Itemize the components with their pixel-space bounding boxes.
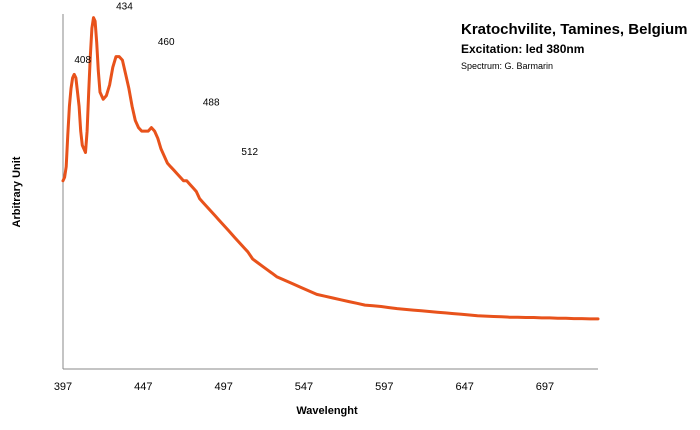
x-tick-label: 647: [455, 381, 473, 393]
peak-label: 512: [241, 147, 258, 158]
y-axis-title: Arbitrary Unit: [11, 156, 23, 227]
chart-credit: Spectrum: G. Barmarin: [461, 61, 553, 71]
title-block: Kratochvilite, Tamines, Belgium Excitati…: [461, 21, 687, 71]
x-tick-label: 447: [134, 381, 152, 393]
spectrum-series-line: [61, 16, 600, 321]
x-tick-label: 697: [536, 381, 554, 393]
chart-title: Kratochvilite, Tamines, Belgium: [461, 21, 687, 38]
x-axis-ticks: 397 447 497 547 597 647 697: [54, 381, 554, 393]
peak-label: 434: [116, 2, 133, 13]
chart-subtitle: Excitation: led 380nm: [461, 42, 584, 56]
peak-labels: 408 434 460 488 512: [74, 2, 258, 159]
x-tick-label: 397: [54, 381, 72, 393]
peak-label: 488: [203, 97, 220, 108]
x-tick-label: 547: [295, 381, 313, 393]
x-tick-label: 497: [214, 381, 232, 393]
peak-label: 408: [74, 55, 91, 66]
x-tick-label: 597: [375, 381, 393, 393]
peak-label: 460: [158, 37, 175, 48]
x-axis-title: Wavelenght: [296, 405, 358, 417]
